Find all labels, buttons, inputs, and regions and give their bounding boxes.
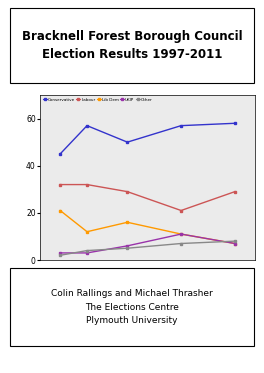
Text: Colin Rallings and Michael Thrasher
The Elections Centre
Plymouth University: Colin Rallings and Michael Thrasher The … — [51, 289, 213, 325]
Legend: Conservative, Labour, Lib Dem, UKIP, Other: Conservative, Labour, Lib Dem, UKIP, Oth… — [42, 97, 153, 103]
Text: Bracknell Forest Borough Council
Election Results 1997-2011: Bracknell Forest Borough Council Electio… — [22, 30, 242, 61]
